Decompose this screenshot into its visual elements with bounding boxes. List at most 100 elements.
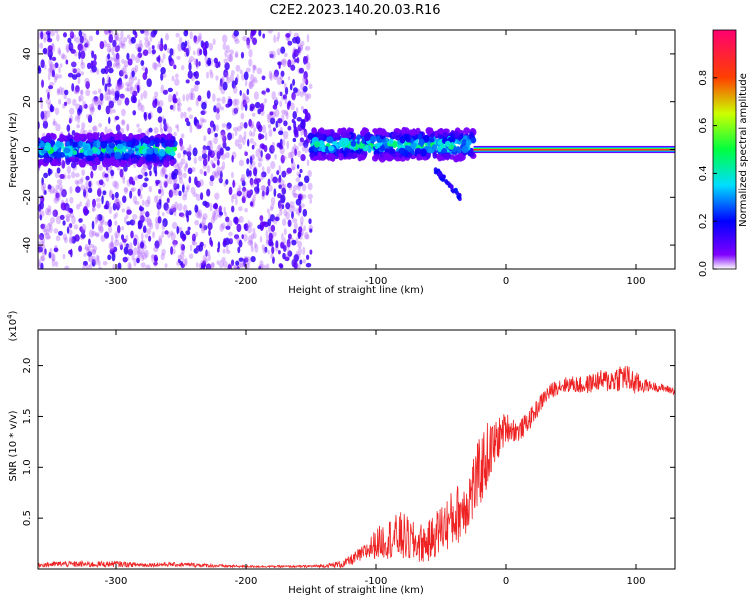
spectrogram-cell	[145, 264, 151, 269]
spectrogram-cell	[250, 232, 255, 240]
spectrogram-cell	[199, 117, 205, 124]
spectrogram-cell	[209, 175, 215, 182]
spectrogram-cell	[201, 216, 206, 226]
spectrogram-cell	[298, 141, 304, 147]
spectrogram-cell	[281, 170, 287, 178]
spectrogram-cell	[162, 89, 169, 95]
spectrogram-cell	[215, 124, 219, 132]
spectrogram-cell	[66, 45, 69, 54]
spectrogram-cell	[267, 218, 272, 227]
spectrogram-cell	[303, 75, 307, 83]
spectrogram-cell	[300, 44, 303, 51]
spectrogram-cell	[454, 130, 460, 137]
spectrogram-cell	[257, 224, 262, 230]
spectrogram-cell	[300, 106, 305, 111]
spectrogram-cell	[246, 189, 252, 195]
spectrogram-cell	[251, 112, 256, 117]
spectrogram-cell	[98, 179, 104, 186]
spectrogram-cell	[287, 59, 292, 68]
spectrogram-cell	[146, 216, 152, 226]
spectrogram-cell	[48, 30, 52, 34]
spectrogram-cell	[180, 65, 185, 71]
spectrogram-cell	[219, 211, 224, 216]
spectrogram-cell	[279, 74, 284, 81]
spectrogram-cell	[158, 238, 163, 246]
spectrogram-cell	[107, 53, 111, 60]
spectrogram-cell	[202, 145, 207, 154]
spectrogram-cell	[137, 99, 141, 107]
spectrogram-cell	[182, 172, 187, 179]
spectrogram-cell	[151, 155, 157, 163]
spectrogram-cell	[99, 40, 105, 50]
spectrogram-cell	[180, 133, 185, 139]
spectrogram-cell	[66, 97, 72, 105]
spectrogram-cell	[200, 264, 206, 269]
spectrogram-cell	[269, 214, 276, 222]
spectrogram-cell	[47, 32, 51, 41]
spectrogram-cell	[44, 248, 47, 255]
spectrogram-cell	[233, 30, 240, 37]
spectrogram-cell	[233, 36, 239, 42]
spectrogram-cell	[193, 57, 197, 66]
spectrogram-cell	[48, 85, 54, 90]
spectrogram-cell	[332, 132, 339, 138]
spectrogram-cell	[166, 178, 170, 185]
spectrogram-cell	[128, 176, 134, 185]
snr-plot-frame	[37, 329, 676, 570]
spectrogram-cell	[80, 177, 84, 183]
spectrogram-cell	[307, 182, 313, 191]
spectrogram-cell	[177, 168, 183, 176]
spectrogram-cell	[299, 168, 303, 174]
spectrogram-cell	[287, 219, 292, 227]
spectrogram-cell	[298, 44, 304, 51]
spectrogram-cell	[132, 213, 138, 220]
spectrogram-cell	[235, 64, 241, 72]
spectrogram-cell	[252, 64, 256, 69]
spectrogram-cell	[114, 58, 120, 67]
carrier-band	[473, 149, 675, 151]
spectrogram-cell	[205, 249, 208, 257]
spectrogram-cell	[219, 223, 225, 232]
spectrogram-cell	[122, 36, 128, 43]
spectrogram-cell	[103, 204, 108, 210]
spectrogram-cell	[206, 188, 211, 197]
spectrogram-cell	[444, 140, 451, 147]
spectrogram-cell	[278, 184, 283, 189]
spectrogram-cell	[68, 235, 73, 243]
spectrogram-cell	[356, 134, 361, 141]
spectrogram-cell	[101, 195, 104, 205]
spectrogram-cell	[224, 49, 228, 58]
spectrogram-cell	[252, 68, 255, 74]
spectrogram-cell	[209, 127, 214, 134]
spectrogram-cell	[61, 160, 66, 169]
spectrogram-cell	[220, 165, 224, 172]
spectrogram-cell	[180, 251, 185, 261]
spectrogram-cell	[269, 111, 274, 116]
spectrogram-cell	[416, 154, 421, 161]
spectrogram-cell	[114, 151, 122, 160]
spectrogram-cell	[211, 149, 218, 156]
spectrogram-cell	[252, 227, 256, 234]
spectrogram-cell	[250, 180, 255, 188]
spectrogram-cell	[59, 63, 63, 68]
spectrogram-cell	[367, 145, 372, 153]
spectrogram-cell	[108, 48, 112, 53]
spectrogram-cell	[206, 90, 211, 99]
spectrogram-cell	[38, 234, 43, 240]
spectrogram-cell	[126, 221, 131, 226]
spectrogram-cell	[199, 223, 203, 229]
spectrogram-cell	[132, 110, 137, 116]
spectrogram-cell	[120, 30, 124, 39]
spectrogram-cell	[234, 50, 239, 58]
spectrogram-cell	[267, 178, 271, 187]
spectrogram-cell	[96, 96, 100, 102]
spectrogram-cell	[40, 223, 46, 230]
spectrogram-cell	[121, 58, 125, 64]
spectrogram-cell	[269, 144, 275, 154]
spectrogram-cell	[234, 130, 238, 136]
spectrogram-cell	[51, 63, 57, 71]
spectrogram-cell	[164, 146, 172, 154]
spectrogram-cell	[216, 166, 221, 173]
spectrogram-cell	[55, 235, 61, 242]
spectrogram-cell	[195, 231, 198, 238]
